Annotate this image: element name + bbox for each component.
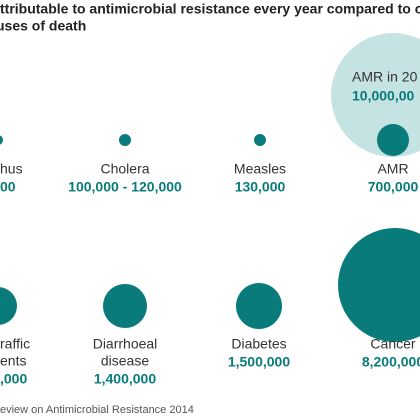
source: eview on Antimicrobial Resistance 2014: [0, 404, 194, 416]
cause-figure: 1,500,000: [228, 354, 290, 370]
cause-label: Cholera: [100, 161, 149, 177]
cause-label: Diarrhoeal: [93, 336, 158, 352]
title-line: uses of death: [0, 18, 86, 34]
cause-figure: ,000: [0, 371, 27, 387]
cause-label: disease: [101, 353, 149, 369]
cause-figure: 100,000 - 120,000: [68, 179, 182, 195]
cause-label: hus: [0, 161, 23, 177]
future-label: AMR in 20: [352, 69, 418, 85]
cause-figure: 130,000: [235, 179, 286, 195]
cause-figure: 700,000: [368, 179, 419, 195]
bubble: [119, 134, 131, 146]
bubble: [103, 284, 147, 328]
cause-label: raffic: [0, 336, 30, 352]
cause-figure: 1,400,000: [94, 371, 156, 387]
cause-label: Cancer: [370, 336, 415, 352]
cause-label: Diabetes: [231, 336, 286, 352]
bubble: [0, 287, 17, 325]
cause-label: ents: [0, 353, 26, 369]
cause-label: Measles: [234, 161, 286, 177]
bubble: [0, 135, 3, 145]
bubble: [338, 228, 420, 342]
cause-label: AMR: [377, 161, 408, 177]
future-figure: 10,000,00: [352, 88, 414, 104]
title-line: ttributable to antimicrobial resistance …: [0, 1, 420, 17]
bubble: [254, 134, 266, 146]
cause-figure: 8,200,000: [362, 354, 420, 370]
bubble: [236, 283, 282, 329]
cause-figure: 00: [0, 179, 16, 195]
bubble: [377, 124, 409, 156]
